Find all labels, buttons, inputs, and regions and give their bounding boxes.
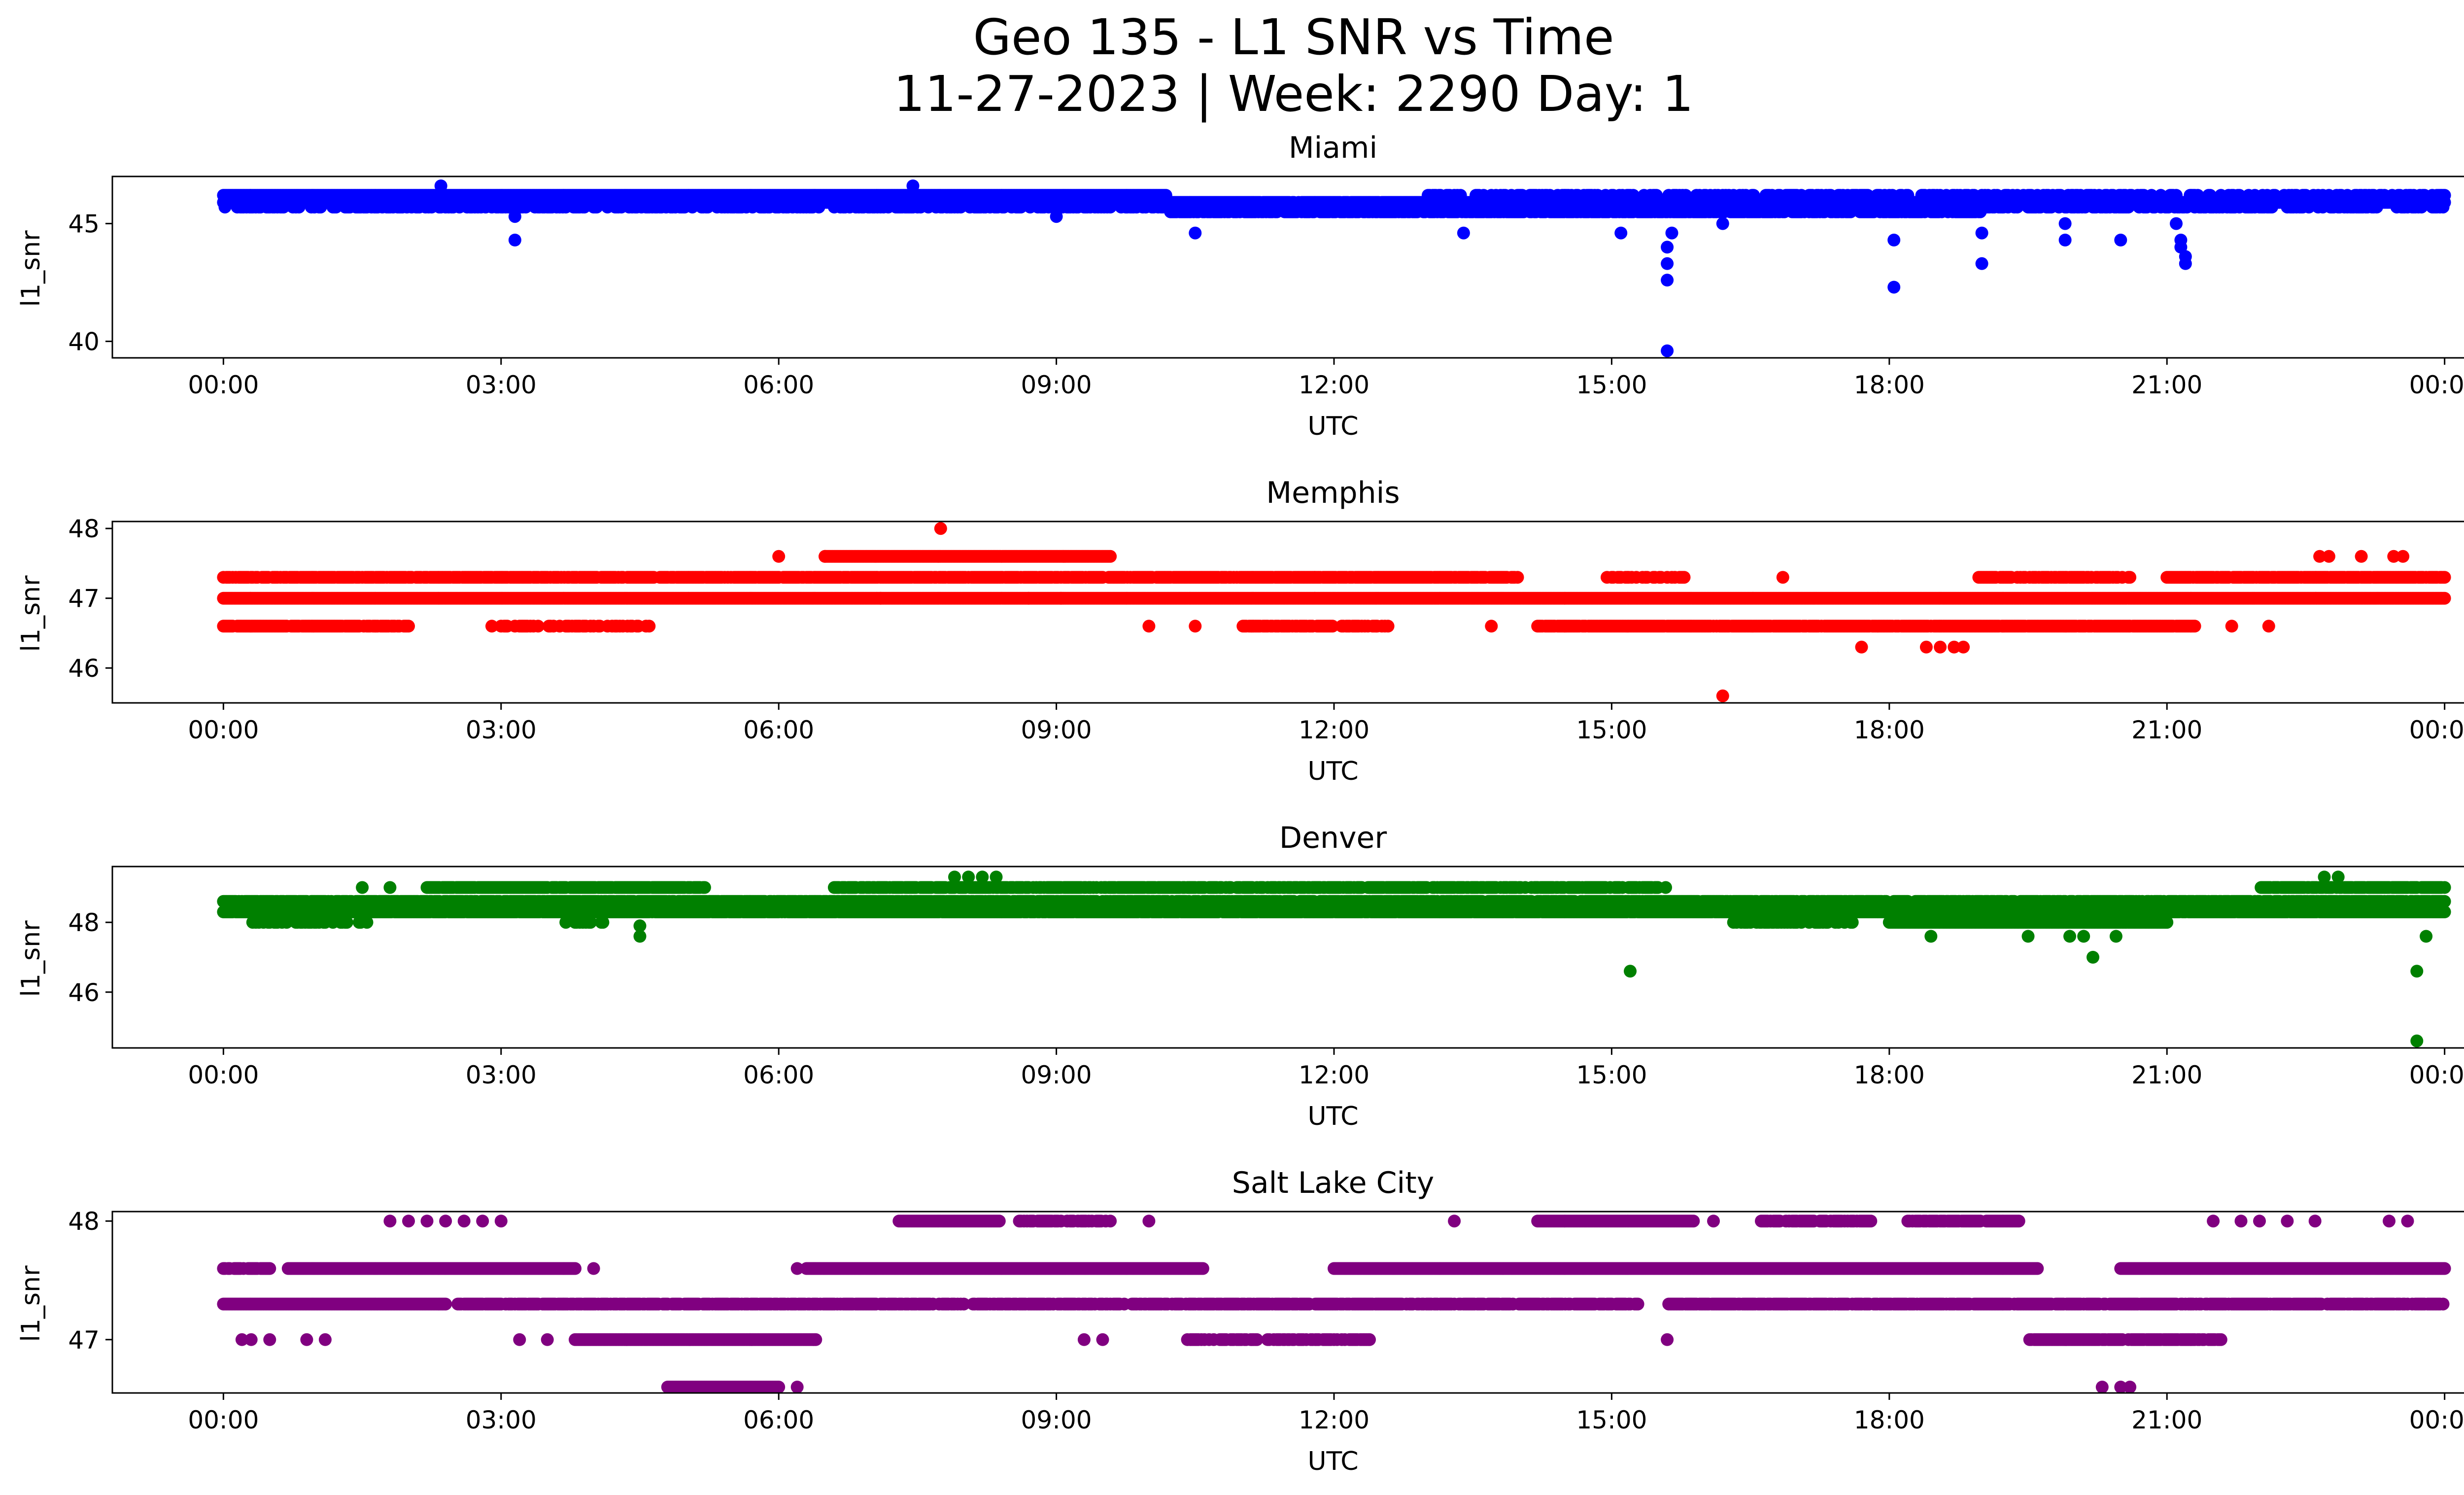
data-point-outlier [1887, 234, 1901, 246]
data-point-outlier [1614, 226, 1628, 240]
data-point [1844, 205, 1857, 218]
x-axis-ticks: 00:00 03:00 06:00 09:00 12:00 15:00 18:00 21:00… [188, 358, 2464, 399]
data-point [1454, 189, 1467, 202]
data-point [954, 201, 967, 214]
data-point-outlier [434, 179, 447, 193]
data-point [2122, 201, 2135, 214]
data-point-outlier [1050, 210, 1063, 223]
data-point [812, 201, 825, 214]
data-point [590, 201, 603, 214]
data-point-outlier [1661, 241, 1674, 254]
figure-title-line2: 11-27-2023 | Week: 2290 Day: 1 [893, 65, 1693, 123]
panel-memphis: Memphis 00:00 03:00 06:00 09:00 12:00 15:00 18… [16, 476, 2464, 786]
data-point [2415, 201, 2428, 214]
data-point-outlier [508, 234, 521, 246]
data-point [218, 201, 232, 214]
data-point [292, 201, 306, 214]
x-tick-label: 21:00 [2131, 371, 2202, 399]
data-point [2302, 201, 2316, 214]
y-tick-label: 40 [68, 328, 100, 356]
data-point [1104, 201, 1117, 214]
data-point [2438, 189, 2451, 202]
data-point [2191, 189, 2204, 202]
data-point-outlier [1457, 226, 1470, 240]
x-tick-label: 09:00 [1021, 371, 1092, 399]
data-point [685, 201, 699, 214]
data-point [2265, 201, 2279, 214]
plot-area [111, 521, 2464, 704]
data-point-outlier [1661, 344, 1674, 357]
data-point [1014, 201, 1027, 214]
x-tick-label: 00:00 [2409, 371, 2464, 399]
x-tick-label: 18:00 [1854, 371, 1925, 399]
data-point [1627, 189, 1640, 202]
data-point-outlier [1661, 274, 1674, 287]
data-point-outlier [2114, 234, 2127, 246]
data-point-outlier [906, 179, 920, 193]
y-axis-ticks: 40 45 [68, 210, 112, 356]
panel-miami: Miami 00:00 03:00 06:00 09:00 12:00 15:00 18:0… [16, 131, 2464, 441]
data-point-outlier [1716, 217, 1729, 230]
series-points [217, 522, 2451, 702]
data-point [2233, 189, 2246, 202]
data-point-outlier [1665, 226, 1678, 240]
data-point-outlier [1887, 280, 1901, 294]
data-point [2011, 201, 2024, 214]
series-points [217, 179, 2451, 357]
data-point [2436, 201, 2450, 214]
data-point-outlier [508, 210, 521, 223]
y-tick-label: 45 [68, 210, 100, 239]
data-point-outlier [2058, 217, 2072, 230]
data-point [1650, 189, 1663, 202]
data-point-outlier [2179, 257, 2192, 270]
data-point [1901, 189, 1915, 202]
y-axis-label: l1_snr [16, 230, 46, 307]
plot-area [111, 175, 2464, 359]
data-point [2154, 189, 2167, 202]
data-point [277, 201, 290, 214]
data-point [578, 201, 591, 214]
data-point [2268, 189, 2282, 202]
x-tick-label: 12:00 [1299, 371, 1369, 399]
data-point [314, 201, 327, 214]
data-point [2170, 189, 2183, 202]
x-tick-label: 03:00 [466, 371, 537, 399]
x-tick-label: 00:00 [188, 371, 259, 399]
x-axis-label: UTC [1307, 412, 1358, 441]
data-point [2145, 189, 2158, 202]
panel-title: Miami [1289, 131, 1377, 165]
data-point [1747, 189, 1760, 202]
x-tick-label: 06:00 [743, 371, 814, 399]
data-point-outlier [1661, 257, 1674, 270]
data-point-outlier [1975, 226, 1988, 240]
panel-title: Memphis [1266, 476, 1400, 510]
figure-title-line1: Geo 135 - L1 SNR vs Time [973, 8, 1614, 66]
data-point [701, 201, 715, 214]
x-tick-label: 15:00 [1576, 371, 1647, 399]
data-point [2203, 189, 2217, 202]
data-point [1679, 189, 1692, 202]
data-point [519, 201, 532, 214]
data-point-outlier [1975, 257, 1988, 270]
data-point-outlier [1189, 226, 1202, 240]
data-point [1861, 189, 1874, 202]
data-point [2438, 591, 2451, 605]
data-point [1974, 205, 1987, 218]
data-point-outlier [2170, 217, 2183, 230]
data-point-outlier [2058, 234, 2072, 246]
data-point [329, 201, 342, 214]
data-point [2370, 201, 2383, 214]
